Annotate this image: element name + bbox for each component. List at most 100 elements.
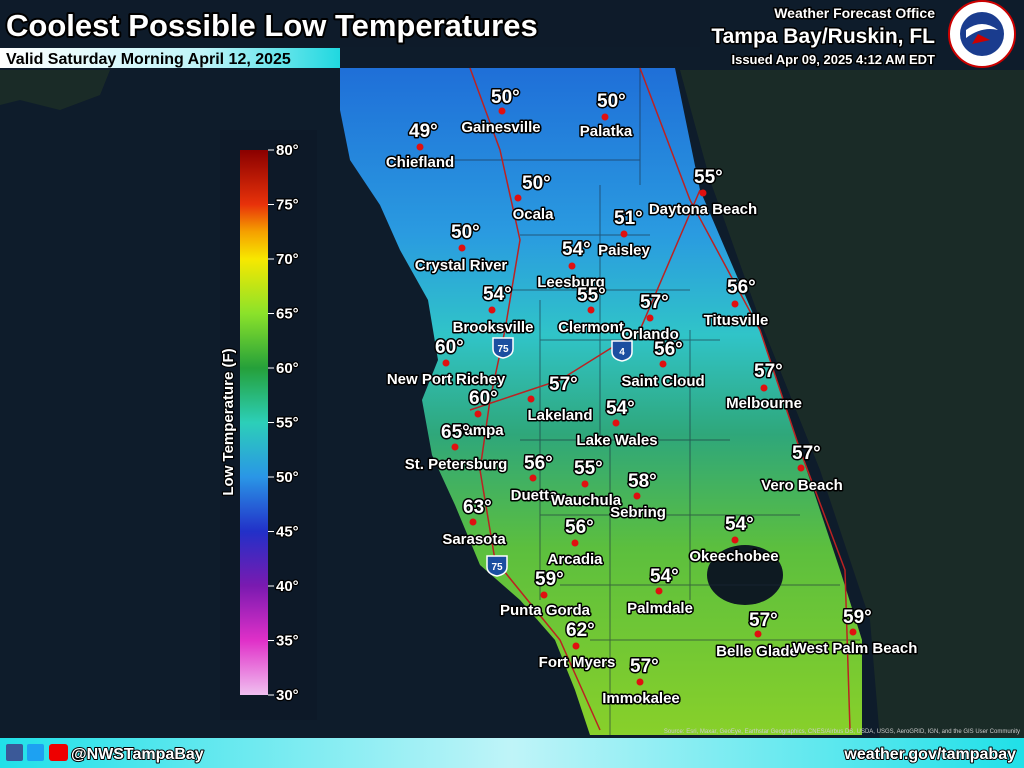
city: 49° Chiefland	[384, 120, 455, 173]
office: Weather Forecast Office	[774, 5, 935, 21]
city-temperature: 56°	[565, 517, 594, 538]
city-temperature: 56°	[524, 453, 553, 474]
legend-label: Low Temperature (F)	[220, 348, 237, 495]
city-temperature: 49°	[409, 121, 438, 142]
city: 50° Ocala	[511, 172, 556, 225]
interstate-shield	[486, 555, 508, 577]
city: 56° Titusville	[702, 276, 770, 331]
city: 55° Clermont	[557, 284, 626, 338]
city-name: Orlando	[621, 326, 679, 343]
city-dot	[474, 410, 482, 418]
city-name: Arcadia	[547, 551, 603, 568]
city-name: Tampa	[456, 422, 504, 439]
city-dot	[469, 518, 477, 526]
city-name: Immokalee	[602, 690, 680, 707]
city-dot	[731, 300, 739, 308]
city-temperature: 57°	[749, 610, 778, 631]
city-name: West Palm Beach	[793, 640, 918, 657]
city-temperature: 50°	[522, 173, 551, 194]
city-dot	[488, 306, 496, 314]
city-name: Daytona Beach	[649, 201, 757, 218]
city-dot	[581, 480, 589, 488]
city: 57° Vero Beach	[760, 442, 845, 496]
city-name: Duette	[511, 487, 558, 504]
city: 56° Saint Cloud	[620, 338, 706, 392]
city-name: Titusville	[704, 312, 769, 329]
interstate-number: 75	[497, 344, 509, 355]
city-name: Paisley	[598, 242, 650, 259]
city: 56° Arcadia	[546, 516, 605, 570]
social-handle[interactable]: @NWSTampaBay	[70, 745, 205, 764]
city: 62° Fort Myers	[537, 619, 617, 673]
city: 58° Sebring	[609, 470, 668, 523]
city-dot	[571, 539, 579, 547]
city-dot	[760, 384, 768, 392]
city-dot	[601, 113, 609, 121]
legend-tick-label: 45°	[276, 524, 299, 541]
lake-okeechobee	[707, 545, 783, 605]
city: 59° West Palm Beach	[791, 606, 919, 659]
city-name: Sebring	[610, 504, 666, 521]
city: 54° Leesburg	[536, 238, 607, 293]
nws-logo	[948, 0, 1016, 68]
legend-tick-label: 35°	[276, 633, 299, 650]
city-name: Saint Cloud	[621, 373, 704, 390]
city: 57° Orlando	[620, 291, 681, 345]
city: 60° Tampa	[455, 387, 506, 441]
city-dot	[529, 474, 537, 482]
youtube-icon[interactable]	[49, 744, 68, 761]
city-name: Leesburg	[537, 274, 605, 291]
city-name: Wauchula	[551, 492, 622, 509]
city-temperature: 63°	[463, 497, 492, 518]
facebook-icon[interactable]	[6, 744, 23, 761]
city-dot	[568, 262, 576, 270]
legend-tick-label: 65°	[276, 306, 299, 323]
footer-band	[0, 738, 1024, 768]
city: 50° Gainesville	[460, 86, 542, 138]
city-dot	[442, 359, 450, 367]
city-dot	[699, 189, 707, 197]
interstate-number: 4	[619, 347, 625, 358]
city-dot	[416, 143, 424, 151]
city-name: Gainesville	[461, 119, 540, 136]
subtitle: Valid Saturday Morning April 12, 2025	[6, 51, 291, 68]
legend-panel	[220, 130, 317, 720]
city-temperature: 55°	[574, 458, 603, 479]
city-name: Melbourne	[726, 395, 802, 412]
city-name: Belle Glade	[716, 643, 798, 660]
title-band	[0, 0, 700, 47]
city-dot	[754, 630, 762, 638]
city-name: Brooksville	[453, 319, 534, 336]
legend-tick-label: 80°	[276, 142, 299, 159]
issued: Issued Apr 09, 2025 4:12 AM EDT	[731, 52, 935, 67]
city-temperature: 50°	[451, 222, 480, 243]
city-temperature: 50°	[597, 91, 626, 112]
website[interactable]: weather.gov/tampabay	[842, 745, 1017, 764]
city-temperature: 51°	[614, 208, 643, 229]
city: 54° Palmdale	[626, 565, 695, 619]
city-name: Chiefland	[386, 154, 454, 171]
city: 57° Melbourne	[725, 360, 804, 414]
city-name: Clermont	[558, 319, 624, 336]
city-temperature: 62°	[566, 620, 595, 641]
legend-tick-label: 70°	[276, 251, 299, 268]
city-dot	[659, 360, 667, 368]
city-dot	[612, 419, 620, 427]
city-dot	[540, 591, 548, 599]
city: 63° Sarasota	[441, 496, 508, 550]
title: Coolest Possible Low Temperatures	[6, 8, 538, 43]
county-lines	[450, 68, 860, 735]
twitter-icon[interactable]	[27, 744, 44, 761]
land-background	[0, 70, 1024, 740]
legend-tick-label: 75°	[276, 197, 299, 214]
city-temperature: 58°	[628, 471, 657, 492]
location: Tampa Bay/Ruskin, FL	[711, 25, 935, 48]
city: 65° St. Petersburg	[403, 421, 509, 475]
city-temperature: 54°	[725, 514, 754, 535]
subtitle-band	[0, 48, 340, 68]
city-temperature: 57°	[754, 361, 783, 382]
city: 50° Crystal River	[413, 221, 509, 276]
city: 57° Lakeland	[526, 373, 594, 426]
city-dot	[620, 230, 628, 238]
